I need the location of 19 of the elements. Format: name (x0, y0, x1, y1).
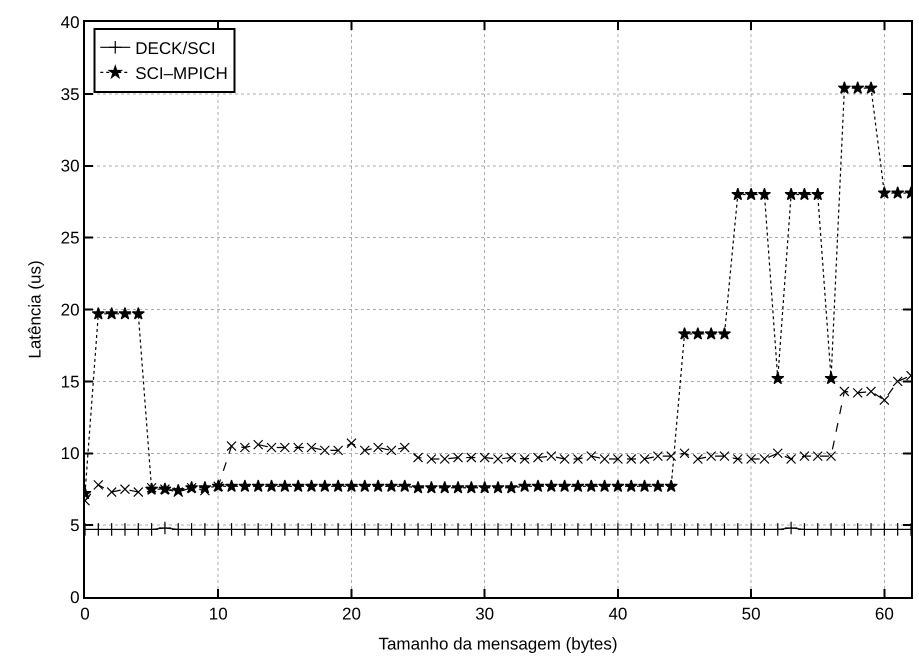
y-tick-label: 10 (60, 444, 80, 464)
x-tick-label: 20 (342, 604, 361, 624)
x-tick-label: 30 (475, 604, 494, 624)
x-tick-label: 50 (742, 604, 761, 624)
y-tick-label: 30 (60, 156, 80, 176)
x-tick-label: 40 (608, 604, 628, 624)
y-tick-label: 0 (70, 588, 80, 607)
x-axis-title: Tamanho da mensagem (bytes) (378, 634, 618, 654)
y-tick-label: 40 (60, 12, 80, 32)
y-tick-label: 35 (60, 84, 80, 104)
legend-label: DECK/SCI (135, 38, 216, 58)
x-tick-label: 10 (208, 604, 228, 624)
legend-label: SCI–MPICH (135, 64, 228, 84)
y-tick-label: 25 (60, 228, 80, 248)
y-tick-label: 5 (70, 516, 80, 536)
x-tick-label: 60 (874, 604, 894, 624)
y-tick-label: 20 (60, 300, 80, 320)
y-axis-title: Latência (us) (26, 260, 45, 359)
y-tick-label: 15 (60, 372, 80, 392)
